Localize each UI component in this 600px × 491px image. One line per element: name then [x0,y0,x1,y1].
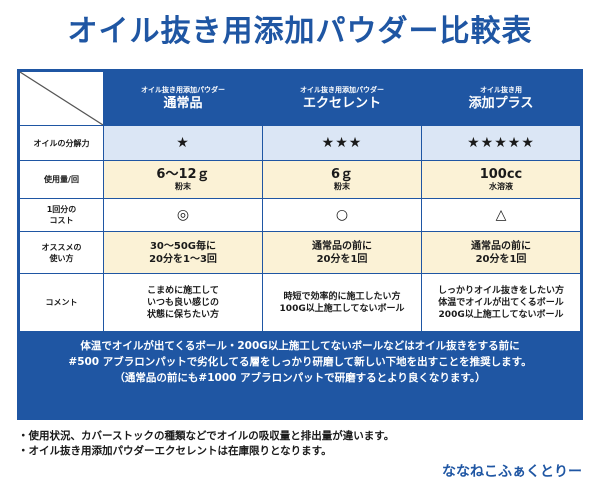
oil-power-stars: ★★★ [262,125,422,161]
cost-symbol: ◎ [103,198,263,232]
column-sub-label: オイル抜き用添加パウダー [141,86,225,94]
comment-line: しっかりオイル抜きをしたい方 [437,285,564,296]
recommend-line: 通常品の前に [471,240,531,252]
footnote-list: ・使用状況、カバーストックの種類などでオイルの吸収量と排出量が違います。 ・オイ… [18,429,394,459]
recommend-line: 30～50G毎に [149,240,217,252]
column-main-label: 添加プラス [468,96,534,111]
footnote-item: ・オイル抜き用添加パウダーエクセレントは在庫限りとなります。 [18,445,332,457]
usage-cell: 6～12ｇ 粉末 [103,160,263,199]
row-label: 1回分の コスト [19,198,104,232]
usage-cell: 6ｇ 粉末 [262,160,422,199]
row-label: コメント [19,273,104,332]
brand-logo-text: ななねこふぁくとりー [442,464,582,480]
comment-line: 100G以上施工してないボール [279,303,405,314]
comment-line: 状態に保ちたい方 [146,309,219,320]
row-recommend: オススメの 使い方 30～50G毎に 20分を1～3回 通常品の前に 20分を1… [19,231,581,274]
recommend-line: 通常品の前に [312,240,372,252]
comment-line: こまめに施工して [147,285,219,296]
footnote-item: ・使用状況、カバーストックの種類などでオイルの吸収量と排出量が違います。 [18,430,395,442]
diagonal-line-icon [20,72,103,125]
column-main-label: エクセレント [302,96,381,111]
recommend-line: 20分を1～3回 [149,253,217,265]
row-oil-power: オイルの分解力 ★ ★★★ ★★★★★ [19,125,581,161]
row-label: 使用量/回 [19,160,104,199]
usage-form: 水溶液 [489,182,513,191]
header-row: オイル抜き用添加パウダー 通常品 オイル抜き用添加パウダー エクセレント オイル… [19,71,581,126]
recommend-line: 20分を1回 [316,253,368,265]
usage-form: 粉末 [175,182,191,191]
column-sub-label: オイル抜き用 [480,86,522,94]
recommend-cell: 通常品の前に 20分を1回 [421,231,581,274]
row-comment: コメント こまめに施工して いつも良い感じの 状態に保ちたい方 時短で効率的に施… [19,273,581,332]
note-line: （通常品の前にも#1000 アブラロンパットで研磨するとより良くなります。） [114,372,486,384]
note-line: #500 アブラロンパットで劣化してる層をしっかり研磨して新しい下地を出すことを… [68,356,532,368]
corner-cell [19,71,104,126]
comment-line: 体温でオイルが出てくるボール [438,297,564,308]
recommend-line: 20分を1回 [475,253,527,265]
column-header-excellent: オイル抜き用添加パウダー エクセレント [262,71,422,126]
recommend-cell: 通常品の前に 20分を1回 [262,231,422,274]
row-label-line: 使い方 [49,253,74,263]
column-sub-label: オイル抜き用添加パウダー [300,86,384,94]
comment-cell: こまめに施工して いつも良い感じの 状態に保ちたい方 [103,273,263,332]
row-cost: 1回分の コスト ◎ ○ △ [19,198,581,232]
comment-line: いつも良い感じの [146,297,219,308]
row-usage: 使用量/回 6～12ｇ 粉末 6ｇ 粉末 100cc 水溶液 [19,160,581,199]
row-label-line: オススメの [41,242,82,252]
cost-symbol: △ [421,198,581,232]
cost-symbol: ○ [262,198,422,232]
note-box: 体温でオイルが出てくるボール・200G以上施工してないボールなどはオイル抜きをす… [19,332,581,404]
comment-line: 200G以上施工してないボール [438,309,564,320]
column-header-plus: オイル抜き用 添加プラス [421,71,581,126]
oil-power-stars: ★★★★★ [421,125,581,161]
page-title: オイル抜き用添加パウダー比較表 [67,14,533,49]
comment-line: 時短で効率的に施工したい方 [283,291,401,302]
recommend-cell: 30～50G毎に 20分を1～3回 [103,231,263,274]
usage-amount: 6ｇ [330,167,354,182]
usage-amount: 6～12ｇ [156,167,210,182]
row-label-line: コスト [49,216,74,225]
usage-cell: 100cc 水溶液 [421,160,581,199]
row-label: オススメの 使い方 [19,231,104,274]
comment-cell: 時短で効率的に施工したい方 100G以上施工してないボール [262,273,422,332]
comparison-table: オイル抜き用添加パウダー 通常品 オイル抜き用添加パウダー エクセレント オイル… [17,69,583,420]
usage-form: 粉末 [334,182,350,191]
column-header-standard: オイル抜き用添加パウダー 通常品 [103,71,263,126]
row-label: オイルの分解力 [19,125,104,161]
usage-amount: 100cc [479,167,523,182]
column-main-label: 通常品 [163,96,203,111]
oil-power-stars: ★ [103,125,263,161]
comment-cell: しっかりオイル抜きをしたい方 体温でオイルが出てくるボール 200G以上施工して… [421,273,581,332]
comparison-grid: オイル抜き用添加パウダー 通常品 オイル抜き用添加パウダー エクセレント オイル… [19,71,581,332]
row-label-line: 1回分の [46,205,77,214]
note-line: 体温でオイルが出てくるボール・200G以上施工してないボールなどはオイル抜きをす… [80,340,520,352]
